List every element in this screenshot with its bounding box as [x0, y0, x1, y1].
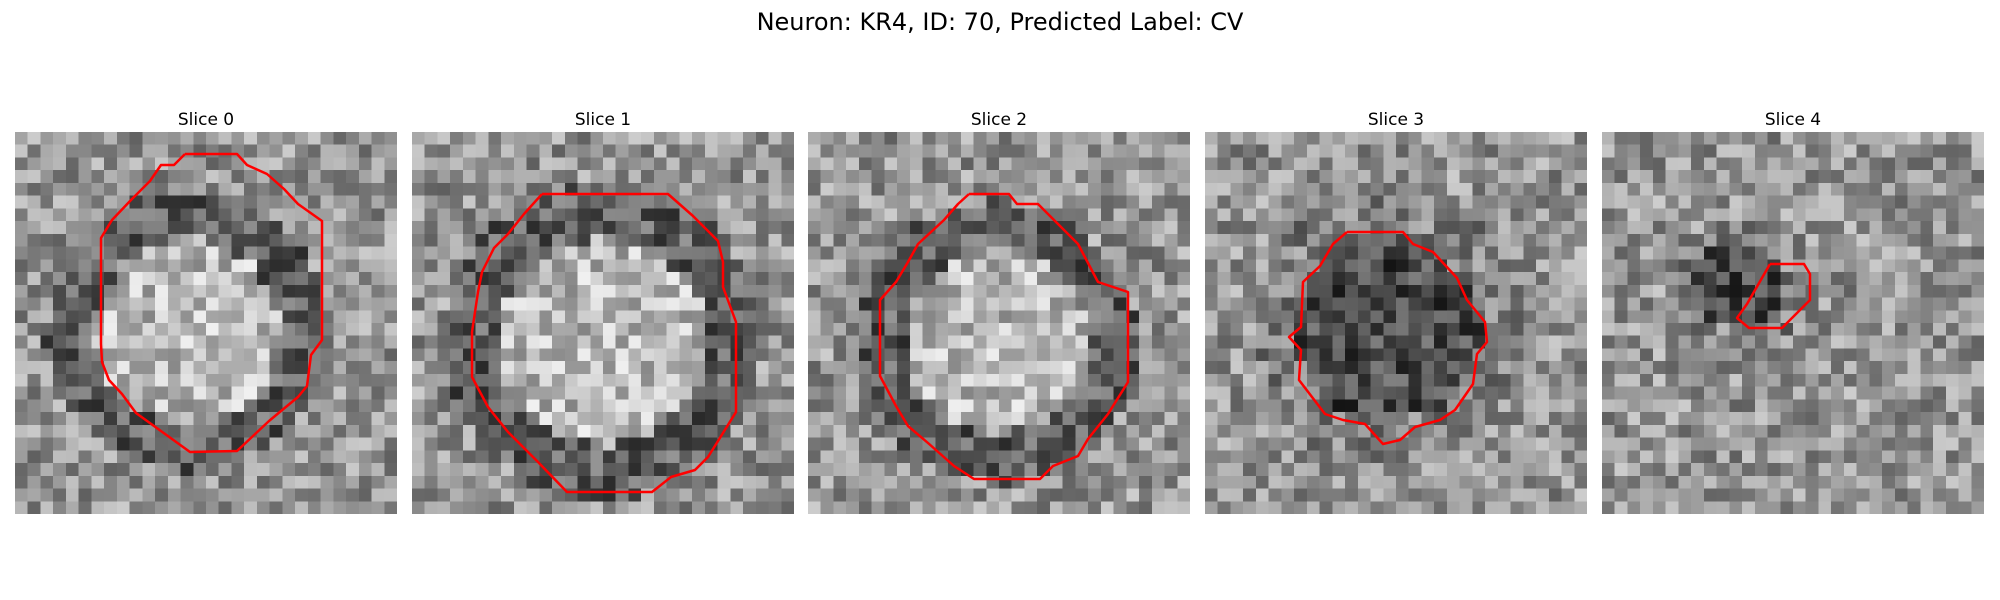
slice-panel-0: Slice 0: [15, 108, 397, 514]
slice-image-0: [15, 132, 397, 514]
slice-image-4: [1602, 132, 1984, 514]
slice-panel-1: Slice 1: [412, 108, 794, 514]
slice-panel-4: Slice 4: [1602, 108, 1984, 514]
slice-title-4: Slice 4: [1764, 110, 1822, 130]
slice-overlay-1: [470, 192, 738, 494]
slice-texture-0: [15, 132, 397, 514]
slice-panel-3: Slice 3: [1205, 108, 1587, 514]
slice-texture-3: [1205, 132, 1587, 514]
slice-image-1: [412, 132, 794, 514]
slice-overlay-3: [1287, 230, 1489, 446]
roi-outline-4: [1735, 262, 1812, 330]
roi-outline-2: [878, 192, 1130, 481]
slice-overlay-4: [1735, 262, 1812, 330]
roi-outline-1: [470, 192, 738, 494]
slice-image-3: [1205, 132, 1587, 514]
slice-title-0: Slice 0: [177, 110, 235, 130]
roi-outline-3: [1287, 230, 1489, 446]
slice-overlay-2: [878, 192, 1130, 481]
slice-texture-1: [412, 132, 794, 514]
slice-image-2: [808, 132, 1190, 514]
slice-texture-2: [808, 132, 1190, 514]
roi-outline-0: [99, 152, 324, 454]
slice-texture-4: [1602, 132, 1984, 514]
slice-overlay-0: [99, 152, 324, 454]
slice-title-3: Slice 3: [1367, 110, 1425, 130]
figure-title: Neuron: KR4, ID: 70, Predicted Label: CV: [756, 8, 1244, 36]
slice-title-1: Slice 1: [574, 110, 632, 130]
slice-panel-2: Slice 2: [808, 108, 1190, 514]
slice-title-2: Slice 2: [970, 110, 1028, 130]
